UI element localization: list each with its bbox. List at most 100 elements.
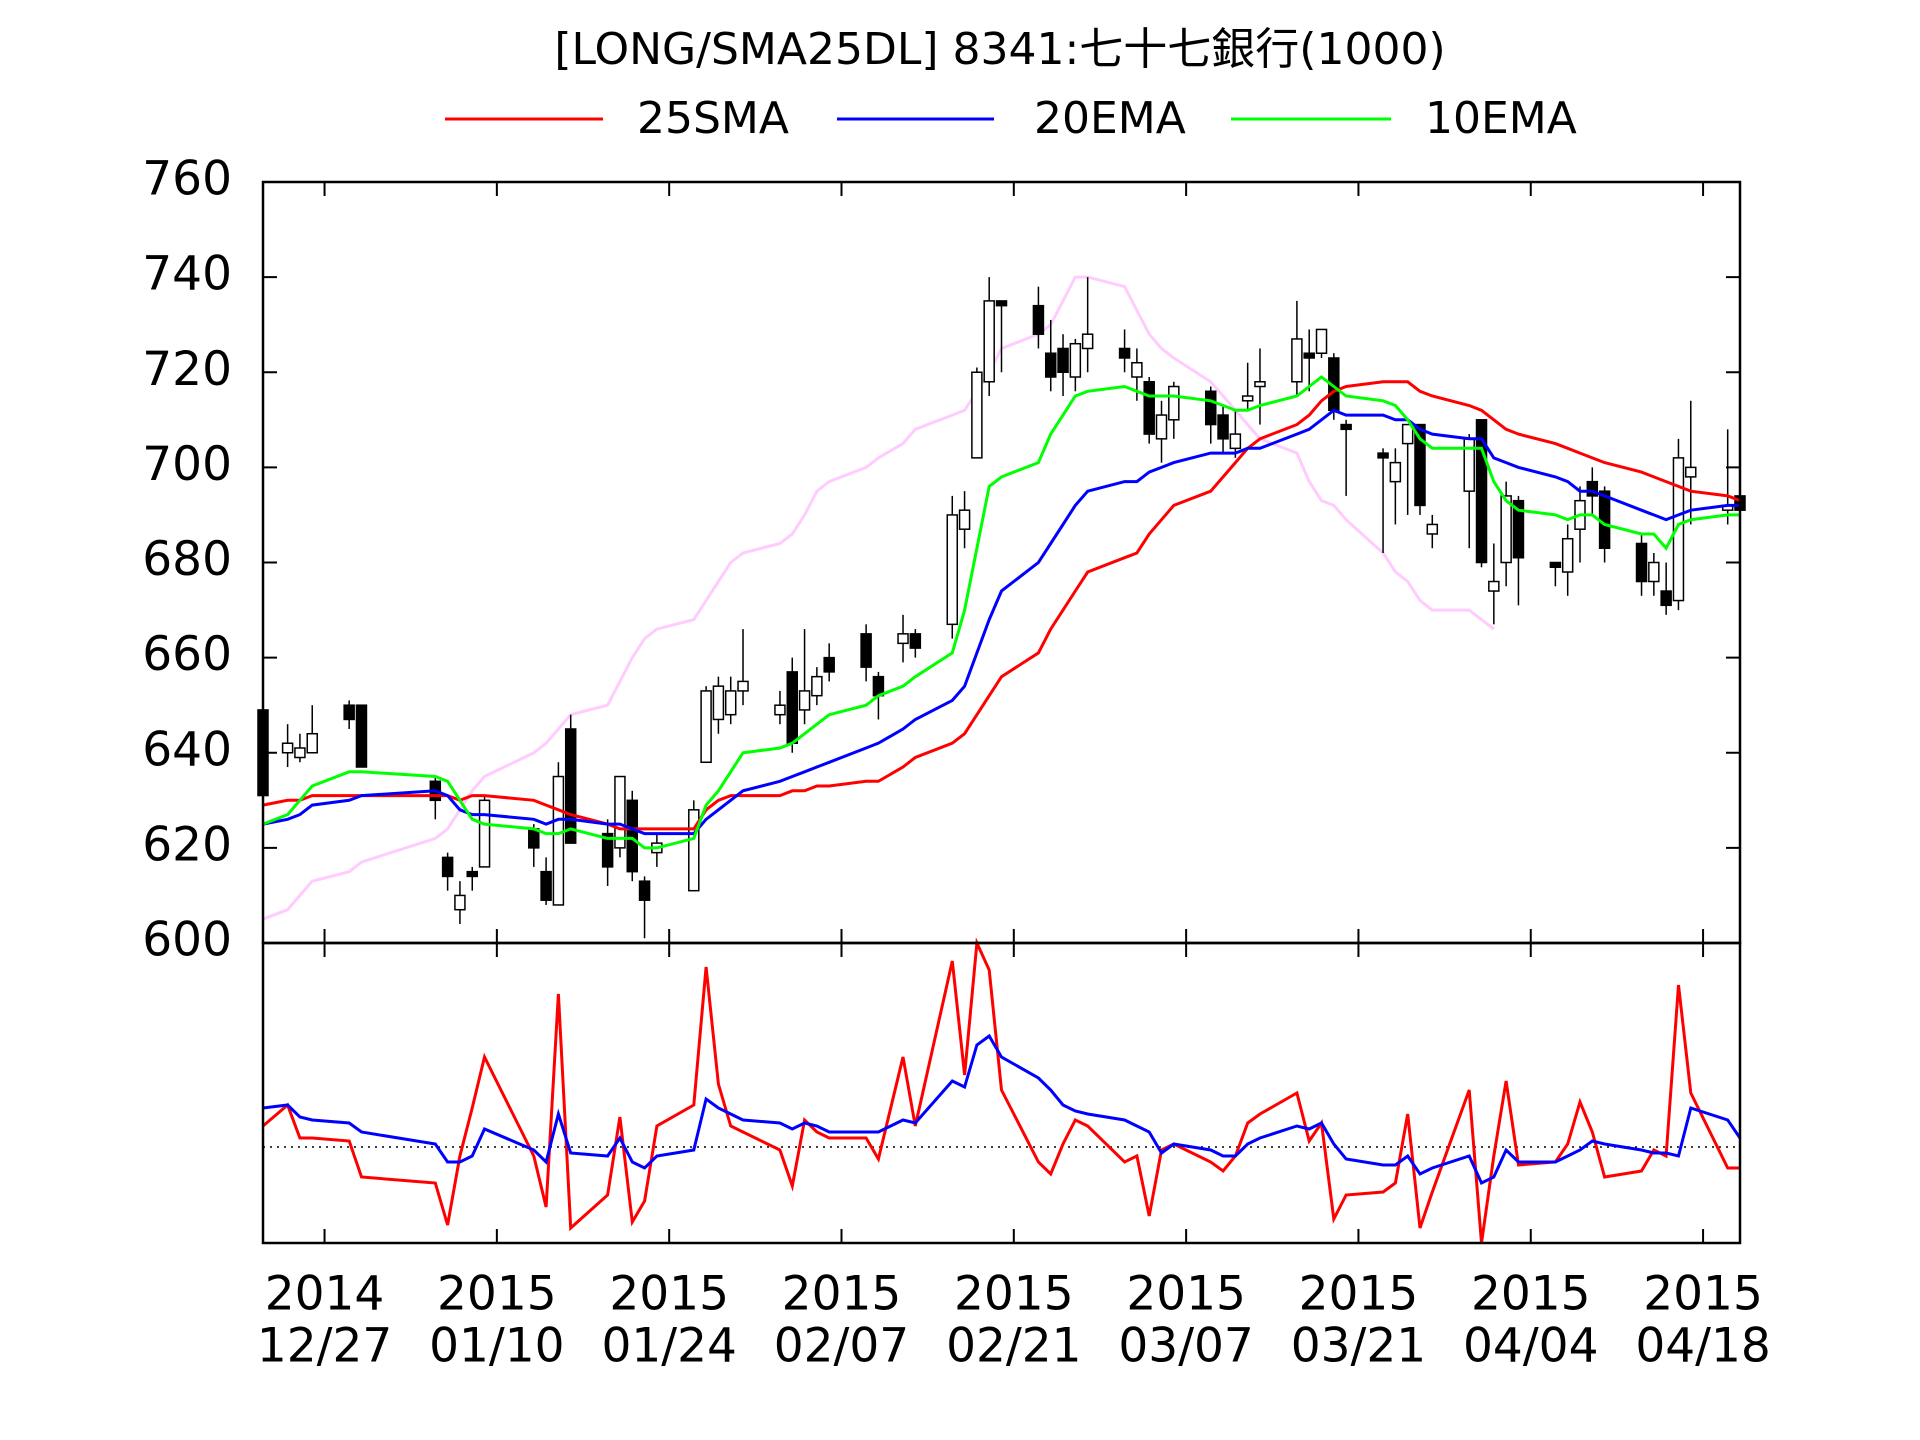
y-tick-label: 680 bbox=[142, 532, 232, 587]
candle-body bbox=[454, 894, 466, 911]
candle-body bbox=[1672, 457, 1685, 602]
x-tick-label: 03/21 bbox=[1291, 1319, 1426, 1374]
y-tick-label: 740 bbox=[142, 247, 232, 302]
candle-body bbox=[1118, 347, 1131, 359]
candle-body bbox=[1648, 561, 1660, 583]
legend-label: 10EMA bbox=[1425, 93, 1577, 144]
series-line bbox=[262, 1033, 1742, 1186]
candle-body bbox=[1488, 580, 1500, 592]
x-tick-label: 2015 bbox=[1471, 1267, 1591, 1322]
candle-body bbox=[626, 799, 638, 873]
candle-body bbox=[1291, 338, 1303, 383]
y-tick-label: 720 bbox=[142, 342, 232, 397]
x-tick-label: 01/24 bbox=[601, 1319, 736, 1374]
candle-body bbox=[1081, 333, 1094, 350]
candle-body bbox=[860, 633, 872, 668]
candle-body bbox=[281, 742, 294, 754]
x-tick-label: 2015 bbox=[1643, 1267, 1763, 1322]
candle-body bbox=[355, 704, 368, 768]
candle-body bbox=[1315, 328, 1328, 354]
series-line bbox=[262, 375, 1740, 850]
candle-body bbox=[1377, 452, 1389, 459]
candle-body bbox=[1475, 419, 1488, 564]
series-line bbox=[262, 937, 1740, 1244]
candle-body bbox=[1254, 381, 1266, 388]
candle-body bbox=[564, 728, 577, 844]
candle-body bbox=[1586, 480, 1599, 497]
candle-body bbox=[1217, 414, 1229, 440]
candle-body bbox=[786, 671, 799, 744]
candle-body bbox=[306, 732, 318, 754]
x-tick-label: 03/07 bbox=[1118, 1319, 1253, 1374]
x-tick-label: 2015 bbox=[437, 1267, 557, 1322]
candle-body bbox=[1512, 499, 1525, 559]
x-tick-label: 04/04 bbox=[1463, 1319, 1598, 1374]
y-tick-label: 620 bbox=[142, 817, 232, 872]
x-tick-label: 02/21 bbox=[946, 1319, 1081, 1374]
candle-body bbox=[1598, 490, 1611, 549]
legend-label: 25SMA bbox=[637, 93, 789, 144]
candle-body bbox=[724, 690, 737, 716]
candle-body bbox=[638, 880, 651, 901]
series-line bbox=[262, 408, 1740, 836]
candle-body bbox=[958, 509, 971, 530]
candle-body bbox=[737, 680, 749, 692]
candle-body bbox=[343, 704, 355, 721]
candle-body bbox=[712, 685, 725, 721]
candle-body bbox=[983, 300, 995, 383]
x-tick-label: 2015 bbox=[609, 1267, 729, 1322]
candle-body bbox=[1032, 304, 1045, 335]
candle-body bbox=[1229, 433, 1242, 450]
legend-label: 20EMA bbox=[1034, 93, 1186, 144]
y-tick-label: 600 bbox=[142, 913, 232, 968]
x-tick-label: 2014 bbox=[265, 1267, 385, 1322]
candle-body bbox=[1155, 414, 1168, 440]
chart-title: [LONG/SMA25DL] 8341:七十七銀行(1000) bbox=[554, 24, 1445, 75]
candle-body bbox=[971, 371, 983, 459]
x-tick-label: 2015 bbox=[1126, 1267, 1246, 1322]
candle-body bbox=[1069, 342, 1082, 378]
candle-body bbox=[798, 690, 811, 711]
candle-body bbox=[1143, 381, 1155, 435]
candle-body bbox=[1303, 352, 1315, 359]
candle-body bbox=[688, 809, 700, 892]
plot-frame bbox=[261, 941, 1742, 1245]
candle-body bbox=[1549, 561, 1562, 569]
candle-body bbox=[478, 799, 491, 868]
candle-body bbox=[1044, 352, 1057, 378]
y-tick-label: 660 bbox=[142, 627, 232, 682]
candle-body bbox=[1426, 523, 1439, 535]
candle-body bbox=[1241, 395, 1254, 402]
candle-body bbox=[1561, 537, 1574, 573]
y-tick-label: 640 bbox=[142, 722, 232, 777]
candle-body bbox=[1414, 423, 1426, 507]
candle-body bbox=[811, 675, 823, 697]
y-tick-label: 760 bbox=[142, 152, 232, 207]
candle-body bbox=[995, 300, 1008, 307]
candle-body bbox=[1463, 438, 1475, 492]
series-line bbox=[262, 275, 1495, 921]
candle-body bbox=[552, 775, 565, 906]
candle-body bbox=[540, 870, 552, 901]
candle-body bbox=[1057, 347, 1069, 373]
candle-body bbox=[601, 832, 614, 868]
candle-body bbox=[1204, 390, 1217, 426]
x-tick-label: 2015 bbox=[782, 1267, 902, 1322]
candle-body bbox=[1685, 466, 1697, 478]
candle-body bbox=[823, 656, 835, 673]
candle-body bbox=[700, 690, 712, 764]
candle-body bbox=[294, 747, 306, 759]
x-tick-label: 04/18 bbox=[1635, 1319, 1770, 1374]
candle-body bbox=[466, 870, 478, 878]
candle-body bbox=[1500, 495, 1512, 564]
candle-body bbox=[946, 514, 959, 626]
x-tick-label: 01/10 bbox=[429, 1319, 564, 1374]
candle-body bbox=[1340, 423, 1352, 431]
candle-body bbox=[441, 856, 454, 878]
candle-body bbox=[1660, 590, 1672, 607]
candle-body bbox=[1635, 542, 1648, 583]
candle-body bbox=[1168, 385, 1180, 421]
series-line bbox=[262, 380, 1741, 831]
candle-body bbox=[909, 633, 922, 649]
